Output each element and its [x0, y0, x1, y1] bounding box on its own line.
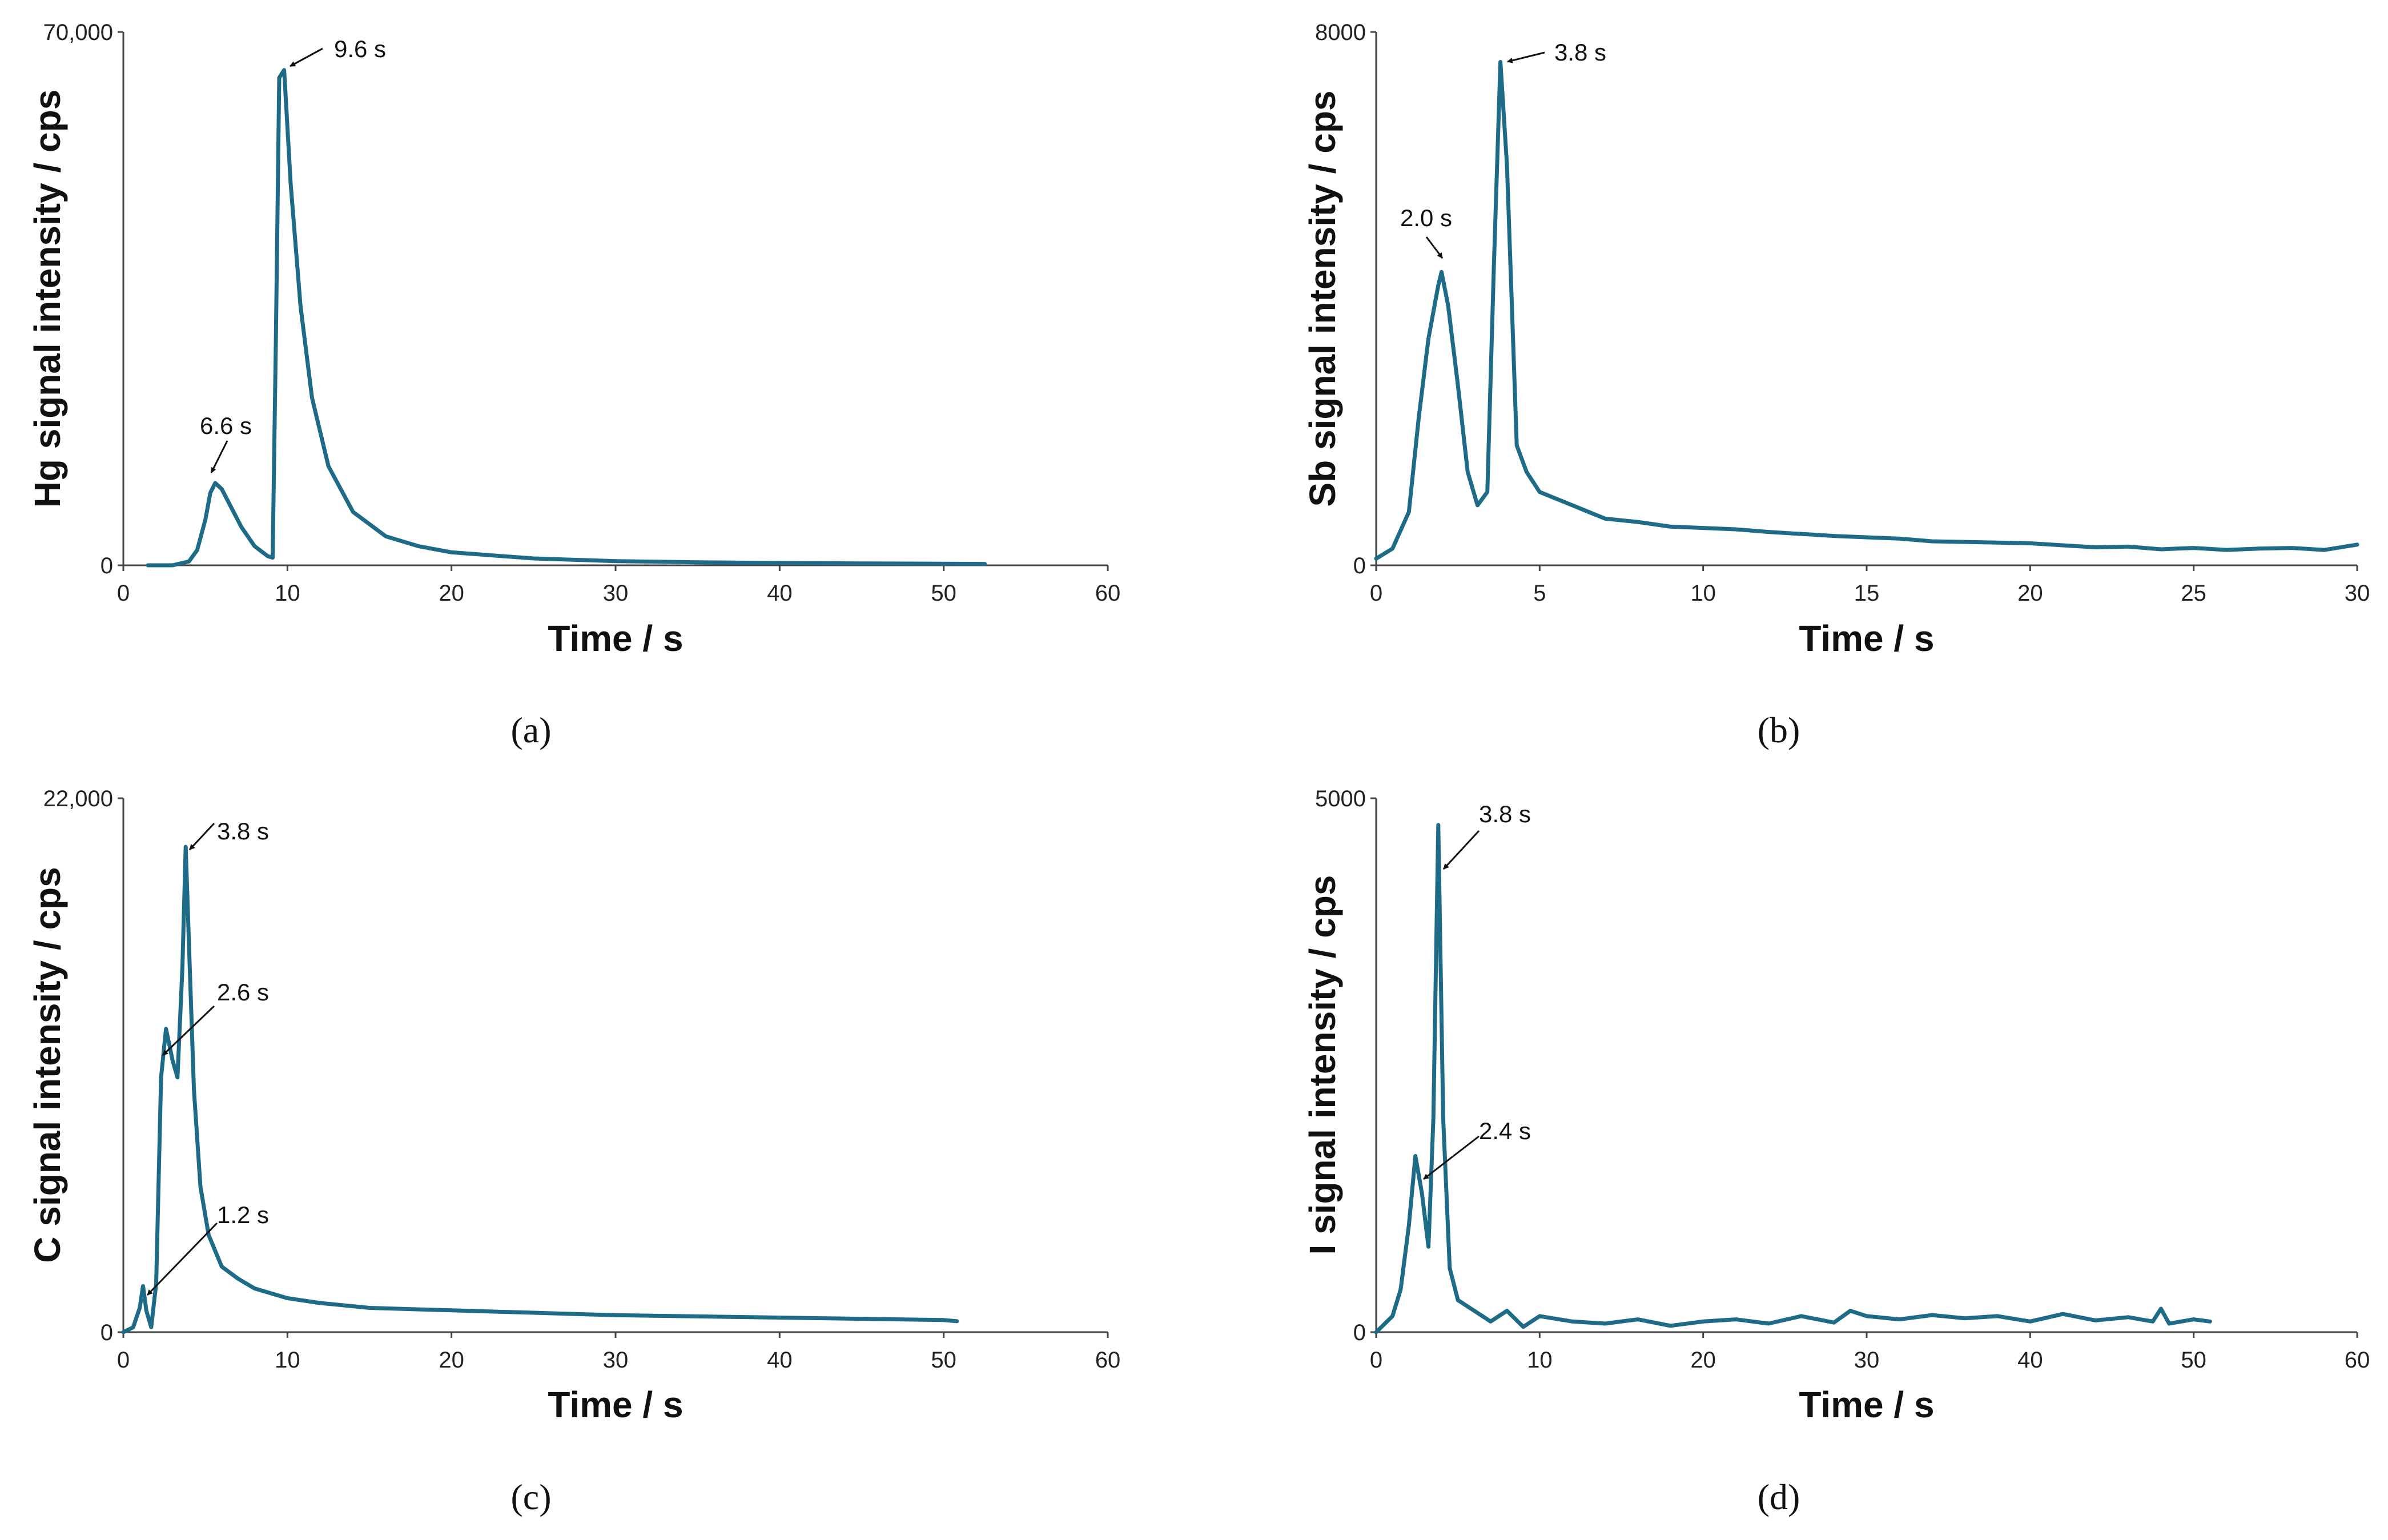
panel-b-x-tick-label: 5	[1533, 581, 1546, 606]
panel-c-annotation-3.8s: 3.8 s	[188, 818, 269, 851]
panel-c-annotation-3.8s-arrow	[188, 822, 215, 851]
panel-a-x-tick-label: 0	[117, 581, 130, 606]
panel-b-y-axis-title: Sb signal intensity / cps	[1302, 90, 1343, 506]
panel-c-y-tick-label: 22,000	[43, 786, 113, 811]
panel-d-x-tick-label: 20	[1690, 1348, 1716, 1373]
panel-d-x-tick-label: 0	[1370, 1348, 1382, 1373]
panel-c-y-axis-title: C signal intensity / cps	[27, 867, 68, 1263]
panel-a-annotation-6.6s: 6.6 s	[200, 412, 252, 473]
panel-b-sb-series-line	[1374, 60, 2359, 561]
panel-c-x-tick-label: 30	[603, 1348, 629, 1373]
panel-c-x-tick-label: 20	[439, 1348, 464, 1373]
panel-d-annotation-2.4s: 2.4 s	[1423, 1117, 1531, 1180]
panel-a-annotation-9.6s-arrow	[290, 47, 323, 67]
panel-a-x-tick-label: 20	[439, 581, 464, 606]
panel-b-annotation-2.0s: 2.0 s	[1400, 204, 1452, 259]
panel-b-y-tick-label: 0	[1353, 553, 1366, 578]
panel-b-x-tick-label: 10	[1690, 581, 1716, 606]
panel-d-annotation-3.8s: 3.8 s	[1442, 801, 1531, 870]
chart-panel-d: I signal intensity / cps Time / s (d) 0 1…	[1302, 786, 2370, 1517]
panel-b-x-tick-label: 30	[2345, 581, 2370, 606]
panel-a-label: (a)	[510, 710, 551, 750]
panel-a-y-axis-title: Hg signal intensity / cps	[27, 90, 68, 508]
panel-c-annotation-1.2s-text: 1.2 s	[217, 1201, 269, 1228]
panel-c-annotation-1.2s-arrow	[146, 1222, 218, 1296]
panel-a-x-axis-title: Time / s	[548, 618, 683, 659]
panel-d-x-tick-label: 40	[2017, 1348, 2043, 1373]
panel-d-x-tick-label: 10	[1527, 1348, 1553, 1373]
panel-c-annotation-3.8s-text: 3.8 s	[217, 818, 269, 845]
panel-c-y-tick-label: 0	[100, 1320, 113, 1345]
panel-a-annotation-9.6s-text: 9.6 s	[334, 35, 386, 62]
panel-c-annotation-2.6s-arrow	[162, 1005, 215, 1056]
panel-a-x-tick-label: 50	[931, 581, 956, 606]
panel-a-x-tick-label: 30	[603, 581, 629, 606]
panel-b-annotation-3.8s-arrow	[1507, 51, 1545, 63]
panel-b-x-tick-label: 20	[2017, 581, 2043, 606]
chart-panel-a: Hg signal intensity / cps Time / s (a) 0…	[27, 20, 1120, 750]
panel-c-x-axis-title: Time / s	[548, 1384, 683, 1425]
panel-a-x-tick-label: 40	[767, 581, 793, 606]
panel-a-hg-series-line	[146, 68, 987, 568]
panel-a-annotation-9.6s: 9.6 s	[290, 35, 386, 67]
panel-d-y-axis-title: I signal intensity / cps	[1302, 875, 1343, 1254]
panel-d-x-axis-title: Time / s	[1799, 1384, 1934, 1425]
panel-b-x-tick-label: 25	[2181, 581, 2206, 606]
panel-d-y-tick-label: 0	[1353, 1320, 1366, 1345]
panel-d-annotation-2.4s-text: 2.4 s	[1479, 1117, 1531, 1144]
panel-b-annotation-2.0s-arrow	[1425, 236, 1444, 259]
panel-c-c-series-line	[121, 845, 959, 1334]
panel-d-annotation-3.8s-arrow	[1442, 830, 1480, 870]
panel-c-label: (c)	[510, 1477, 551, 1517]
panel-d-x-tick-label: 50	[2181, 1348, 2206, 1373]
panel-a-annotation-6.6s-arrow	[210, 440, 228, 473]
panel-b-annotation-3.8s-text: 3.8 s	[1554, 39, 1606, 66]
panel-b-annotation-3.8s: 3.8 s	[1507, 39, 1606, 66]
panel-c-annotation-2.6s: 2.6 s	[162, 979, 269, 1056]
panel-c-x-tick-label: 40	[767, 1348, 793, 1373]
panel-d-annotation-3.8s-text: 3.8 s	[1479, 801, 1531, 827]
panel-d-i-series-line	[1374, 823, 2212, 1334]
panel-a-y-tick-label: 0	[100, 553, 113, 578]
panel-b-x-tick-label: 15	[1854, 581, 1880, 606]
panel-d-x-tick-label: 60	[2345, 1348, 2370, 1373]
panel-b-annotation-2.0s-text: 2.0 s	[1400, 204, 1452, 231]
panel-a-annotation-6.6s-text: 6.6 s	[200, 412, 252, 439]
panel-a-x-tick-label: 60	[1095, 581, 1121, 606]
panel-c-annotation-2.6s-text: 2.6 s	[217, 979, 269, 1006]
panel-b-x-axis-title: Time / s	[1799, 618, 1934, 659]
panel-d-y-tick-label: 5000	[1315, 786, 1366, 811]
panel-c-x-tick-label: 50	[931, 1348, 956, 1373]
chart-panel-c: C signal intensity / cps Time / s (c) 0 1…	[27, 786, 1120, 1517]
panel-b-y-tick-label: 8000	[1315, 20, 1366, 45]
panel-a-x-tick-label: 10	[275, 581, 300, 606]
panel-d-annotation-2.4s-arrow	[1423, 1135, 1480, 1180]
panel-c-x-tick-label: 60	[1095, 1348, 1121, 1373]
panel-a-y-tick-label: 70,000	[43, 20, 113, 45]
panel-b-x-tick-label: 0	[1370, 581, 1382, 606]
panel-b-label: (b)	[1758, 710, 1800, 750]
panel-d-x-tick-label: 30	[1854, 1348, 1880, 1373]
chart-panel-b: Sb signal intensity / cps Time / s (b) 0…	[1302, 20, 2370, 750]
panel-c-x-tick-label: 0	[117, 1348, 130, 1373]
panel-c-annotation-1.2s: 1.2 s	[146, 1201, 269, 1296]
panel-c-x-tick-label: 10	[275, 1348, 300, 1373]
panel-d-label: (d)	[1758, 1477, 1800, 1517]
